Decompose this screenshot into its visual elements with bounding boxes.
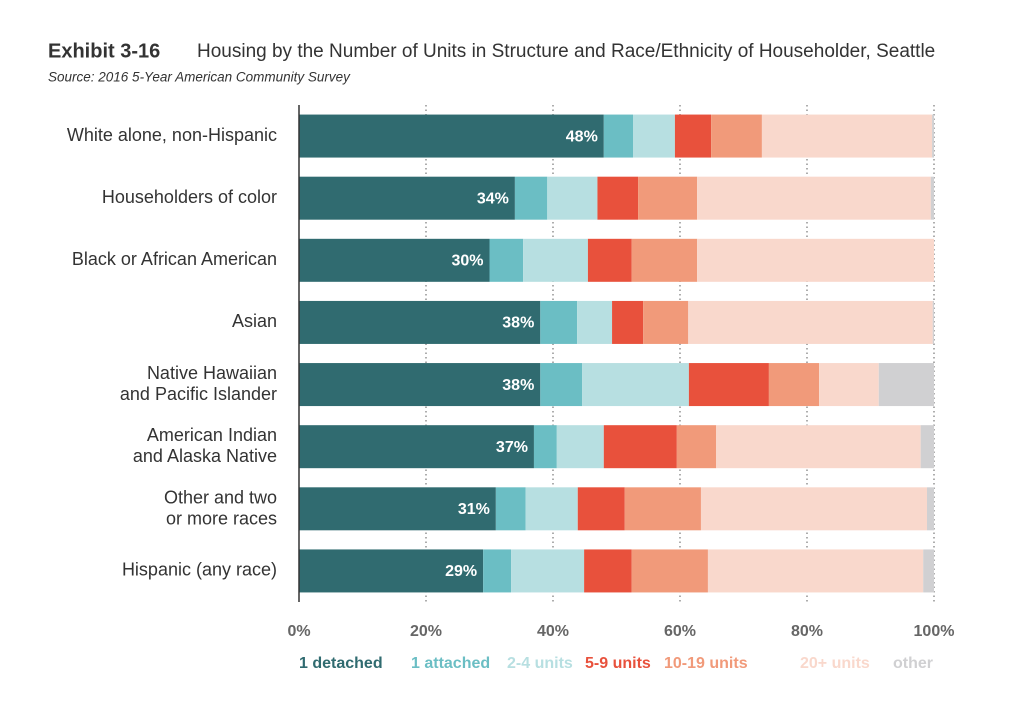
bar-segment	[577, 300, 613, 344]
bar-segment	[299, 176, 515, 220]
bar-segment	[299, 114, 604, 158]
bar-segment	[299, 300, 541, 344]
bar-segment	[643, 300, 689, 344]
bar-segment	[700, 487, 928, 531]
bar-segment	[582, 363, 689, 407]
bar-segment	[483, 549, 512, 593]
bar-segment	[597, 176, 639, 220]
category-label: Other and two or more races	[164, 487, 277, 528]
value-label: 30%	[451, 253, 483, 270]
bar-segment	[920, 425, 934, 469]
chart-subtitle: Source: 2016 5-Year American Community S…	[48, 70, 351, 85]
bar-segment	[525, 487, 578, 531]
bar-segment	[878, 363, 934, 407]
legend-item: 2-4 units	[507, 655, 573, 672]
bar-segment	[514, 176, 548, 220]
bar-segment	[932, 300, 934, 344]
legend-item: other	[893, 655, 933, 672]
category-label: Asian	[232, 311, 277, 331]
bar-segment	[930, 176, 934, 220]
category-label: Native Hawaiian and Pacific Islander	[120, 363, 277, 404]
value-label: 48%	[566, 128, 598, 145]
bar-segment	[697, 176, 931, 220]
category-label: Householders of color	[102, 187, 277, 207]
bar-segment	[716, 425, 921, 469]
bar-segment	[676, 425, 717, 469]
category-label: White alone, non-Hispanic	[67, 125, 277, 145]
bar-segment	[768, 363, 820, 407]
bar-segment	[638, 176, 698, 220]
bar-segment	[631, 238, 698, 282]
chart-title: Housing by the Number of Units in Struct…	[197, 41, 935, 62]
bar-segment	[674, 114, 712, 158]
bar-segment	[761, 114, 933, 158]
bar-segment	[299, 425, 534, 469]
bar-segment	[556, 425, 604, 469]
bar-segment	[932, 114, 934, 158]
bar-segment	[540, 363, 583, 407]
x-tick-label: 80%	[791, 623, 823, 640]
bar-segment	[707, 549, 924, 593]
exhibit-label: Exhibit 3-16	[48, 40, 160, 62]
bar-segment	[511, 549, 585, 593]
bar-segment	[547, 176, 598, 220]
bar-segment	[624, 487, 701, 531]
bar-segment	[927, 487, 934, 531]
bar-segment	[299, 363, 541, 407]
value-label: 34%	[477, 190, 509, 207]
bar-segment	[577, 487, 625, 531]
bar-segment	[697, 238, 934, 282]
x-tick-label: 20%	[410, 623, 442, 640]
bar-segment	[540, 300, 578, 344]
x-tick-label: 40%	[537, 623, 569, 640]
bar-segment	[688, 300, 933, 344]
legend-item: 10-19 units	[664, 655, 748, 672]
bar-segment	[603, 114, 634, 158]
category-label: Black or African American	[72, 249, 277, 269]
bar-segment	[612, 300, 644, 344]
category-label: American Indian and Alaska Native	[133, 425, 277, 466]
value-label: 37%	[496, 439, 528, 456]
bar-segment	[299, 487, 496, 531]
value-label: 38%	[502, 315, 534, 332]
legend-item: 1 detached	[299, 655, 383, 672]
category-label: Hispanic (any race)	[122, 560, 277, 580]
bar-segment	[633, 114, 675, 158]
bar-segment	[631, 549, 708, 593]
legend-item: 1 attached	[411, 655, 490, 672]
legend-item: 20+ units	[800, 655, 870, 672]
value-label: 29%	[445, 563, 477, 580]
bar-segment	[584, 549, 632, 593]
value-label: 38%	[502, 377, 534, 394]
bar-segment	[495, 487, 526, 531]
bar-segment	[688, 363, 769, 407]
bar-segment	[299, 549, 484, 593]
x-tick-label: 100%	[914, 623, 955, 640]
bar-segment	[819, 363, 879, 407]
bar-segment	[603, 425, 677, 469]
value-label: 31%	[458, 501, 490, 518]
bar-segment	[523, 238, 588, 282]
bar-segment	[489, 238, 524, 282]
x-tick-label: 60%	[664, 623, 696, 640]
legend-item: 5-9 units	[585, 655, 651, 672]
bar-segment	[299, 238, 490, 282]
bar-segment	[923, 549, 934, 593]
bar-segment	[533, 425, 557, 469]
bar-segment	[711, 114, 762, 158]
bar-segment	[587, 238, 632, 282]
x-tick-label: 0%	[287, 623, 310, 640]
